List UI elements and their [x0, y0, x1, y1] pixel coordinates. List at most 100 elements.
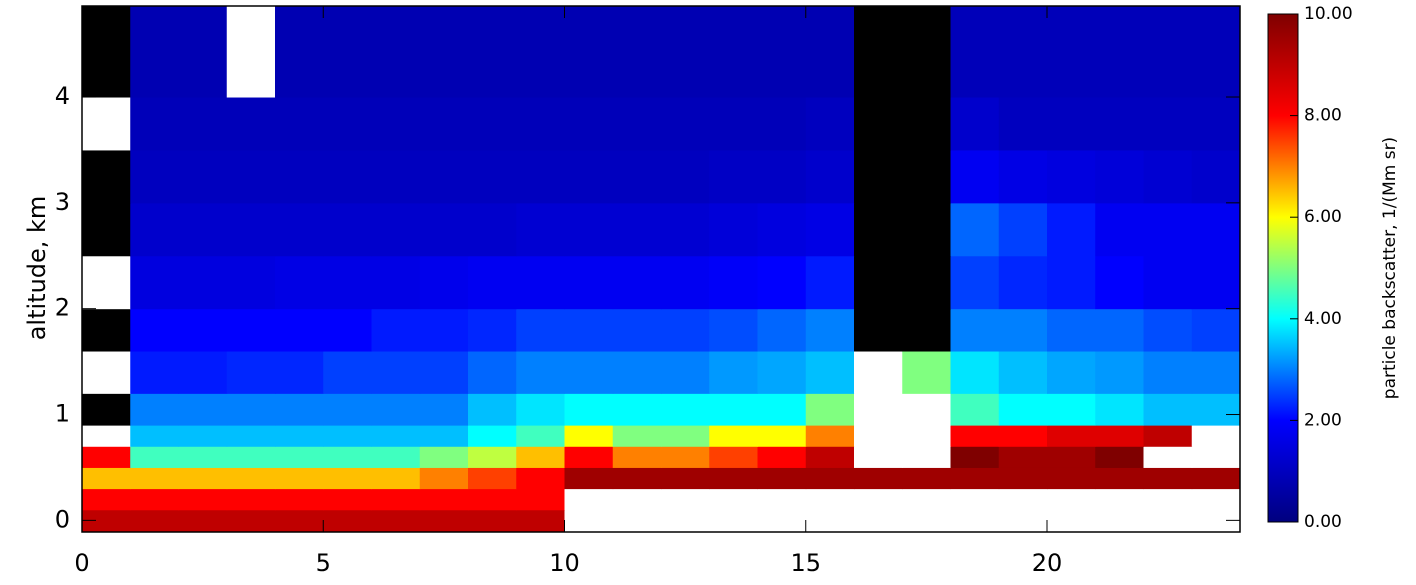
- y-tick-label: 2: [55, 294, 70, 322]
- heat-cell: [1047, 488, 1096, 511]
- heat-cell: [709, 351, 758, 394]
- heat-cell: [950, 509, 1000, 533]
- heat-cell: [1143, 6, 1193, 98]
- missing-cell: [82, 6, 131, 98]
- heat-cell: [516, 446, 565, 468]
- heat-cell: [130, 308, 179, 352]
- heat-cell: [757, 393, 807, 426]
- heat-cell: [661, 488, 710, 511]
- heat-cell: [419, 97, 469, 151]
- heat-cell: [130, 202, 179, 257]
- heat-cell: [516, 6, 565, 98]
- heat-cell: [178, 467, 228, 490]
- heat-cell: [275, 97, 324, 151]
- heat-cell: [854, 488, 903, 511]
- heat-cell: [226, 467, 276, 490]
- heat-cell: [468, 467, 517, 490]
- heat-cell: [1143, 393, 1193, 426]
- heat-cell: [1047, 149, 1096, 204]
- plot-frame: [81, 5, 1241, 533]
- heat-cell: [516, 351, 565, 394]
- y-tick-label: 3: [55, 188, 70, 216]
- heat-cell: [661, 509, 710, 533]
- heat-cell: [1047, 509, 1096, 533]
- heat-cell: [902, 467, 951, 490]
- heat-cell: [757, 351, 807, 394]
- heat-cell: [661, 202, 710, 257]
- heat-cell: [130, 467, 179, 490]
- heat-cell: [805, 488, 855, 511]
- missing-cell: [82, 308, 131, 352]
- heat-cell: [1191, 446, 1241, 468]
- heat-cell: [950, 425, 1000, 447]
- heat-cell: [178, 488, 228, 511]
- heat-cell: [709, 467, 758, 490]
- heat-cell: [998, 425, 1048, 447]
- x-tick-label: 20: [1032, 549, 1063, 577]
- heat-cell: [468, 149, 517, 204]
- heat-cell: [757, 97, 807, 151]
- heat-cell: [1191, 149, 1241, 204]
- heat-cell: [1191, 202, 1241, 257]
- heat-cell: [564, 446, 614, 468]
- heat-cell: [757, 467, 807, 490]
- heat-cell: [612, 467, 662, 490]
- heat-cell: [757, 425, 807, 447]
- heat-cell: [323, 446, 372, 468]
- heat-cell: [709, 509, 758, 533]
- heat-cell: [275, 488, 324, 511]
- colorbar-tick-label: 4.00: [1304, 309, 1342, 329]
- heat-cell: [419, 255, 469, 310]
- heat-cell: [564, 351, 614, 394]
- heat-cell: [1191, 488, 1241, 511]
- heat-cell: [1191, 351, 1241, 394]
- heat-cell: [226, 425, 276, 447]
- heat-cell: [226, 446, 276, 468]
- heat-cell: [178, 149, 228, 204]
- heat-cell: [130, 393, 179, 426]
- heat-cell: [130, 488, 179, 511]
- heat-cell: [516, 425, 565, 447]
- heat-cell: [564, 393, 614, 426]
- heat-cell: [130, 6, 179, 98]
- heat-cell: [275, 6, 324, 98]
- heat-cell: [419, 425, 469, 447]
- heat-cell: [226, 393, 276, 426]
- heat-cell: [950, 308, 1000, 352]
- heat-cell: [82, 351, 131, 394]
- heat-cell: [468, 351, 517, 394]
- heat-cell: [371, 149, 421, 204]
- heat-cell: [226, 6, 276, 98]
- heat-cell: [661, 6, 710, 98]
- heat-cell: [709, 393, 758, 426]
- heat-cell: [1143, 308, 1193, 352]
- heat-cell: [226, 255, 276, 310]
- missing-cell: [82, 393, 131, 426]
- heat-cell: [709, 488, 758, 511]
- heat-cell: [275, 202, 324, 257]
- heat-cell: [612, 446, 662, 468]
- heat-cell: [998, 255, 1048, 310]
- heat-cell: [1095, 202, 1144, 257]
- heat-cell: [371, 446, 421, 468]
- heat-cell: [323, 97, 372, 151]
- heat-cell: [419, 6, 469, 98]
- heat-cell: [275, 351, 324, 394]
- heat-cell: [998, 97, 1048, 151]
- heat-cell: [468, 255, 517, 310]
- heat-cell: [323, 509, 372, 533]
- heat-cell: [661, 308, 710, 352]
- heat-cell: [757, 202, 807, 257]
- heat-cell: [226, 149, 276, 204]
- heat-cell: [371, 393, 421, 426]
- heat-cell: [1095, 308, 1144, 352]
- colorbar-tick-label: 2.00: [1304, 410, 1342, 430]
- heat-cell: [902, 488, 951, 511]
- heat-cell: [371, 509, 421, 533]
- heat-cell: [709, 202, 758, 257]
- heat-cell: [661, 393, 710, 426]
- heat-cell: [178, 308, 228, 352]
- heat-cell: [275, 509, 324, 533]
- heat-cell: [902, 393, 951, 426]
